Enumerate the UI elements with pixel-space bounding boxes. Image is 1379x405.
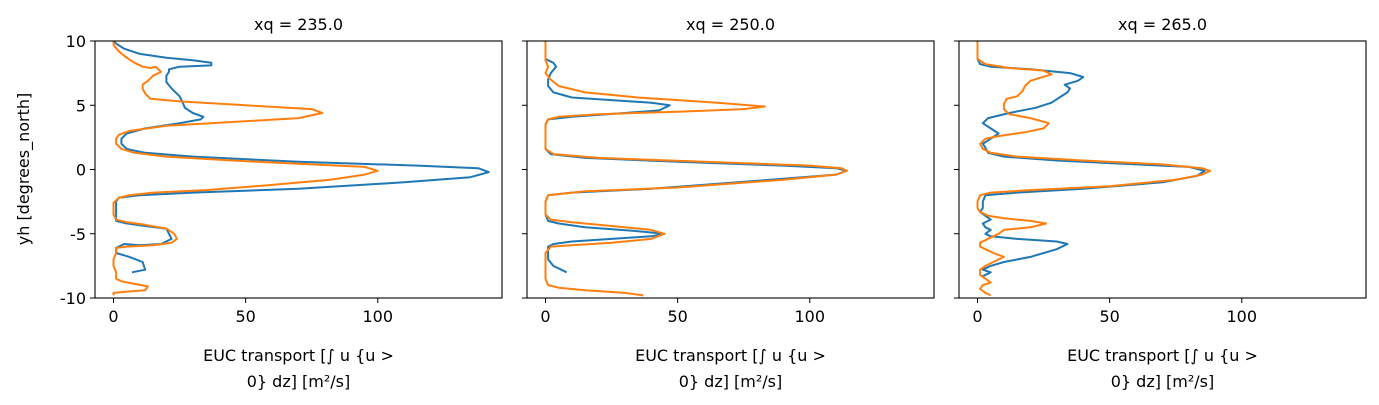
panel-3: 0 50 100 xq = 265.0 EUC transport [∫ u {u > 0… [954,15,1367,391]
x-axis-label-line1: EUC transport [∫ u {u > [635,346,826,365]
y-tick-label: -10 [60,289,86,308]
x-axis-label-line2: 0} dz] [m²/s] [247,372,351,391]
x-tick-label: 50 [235,307,255,326]
series-line-2 [112,41,379,296]
y-tick-label: 10 [66,32,86,51]
x-tick-label: 100 [1227,307,1258,326]
y-tick-label: 0 [76,161,86,180]
series-line-2 [544,41,848,297]
y-tick-label: 5 [76,96,86,115]
x-tick-label: 0 [540,307,550,326]
series-line-1 [976,41,1206,278]
axes-frame [94,40,503,299]
x-axis-label-line2: 0} dz] [m²/s] [679,372,783,391]
x-tick-label: 0 [108,307,118,326]
panel-1: 0 50 100 -10 -5 0 5 10 xq = 235.0 EUC transport [… [60,15,503,391]
x-axis-label-line1: EUC transport [∫ u {u > [203,346,394,365]
y-tick-label: -5 [70,225,86,244]
x-tick-label: 50 [1099,307,1119,326]
x-tick-label: 100 [795,307,826,326]
series-line-2 [976,41,1212,297]
axes-frame [526,40,935,299]
series-line-1 [112,40,490,274]
panel-title: xq = 265.0 [1118,15,1207,34]
panel-title: xq = 250.0 [686,15,775,34]
panel-2: 0 50 100 xq = 250.0 EUC transport [∫ u {u > 0… [522,15,935,391]
x-axis-label-line2: 0} dz] [m²/s] [1111,372,1215,391]
x-axis-label-line1: EUC transport [∫ u {u > [1067,346,1258,365]
x-tick-label: 0 [972,307,982,326]
panel-title: xq = 235.0 [254,15,343,34]
x-tick-label: 50 [667,307,687,326]
x-tick-label: 100 [363,307,394,326]
y-axis-label: yh [degrees_north] [14,93,34,246]
